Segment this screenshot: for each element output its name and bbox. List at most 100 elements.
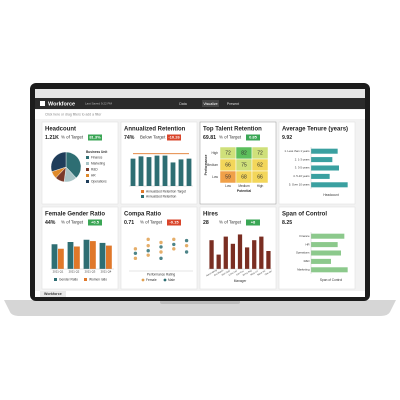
- pie-slice: [50, 151, 67, 172]
- bottom-tab[interactable]: Workforce: [44, 292, 62, 296]
- kpi-badge: [88, 219, 102, 226]
- dot: [184, 238, 189, 243]
- bottom-tab-bg[interactable]: [40, 291, 66, 297]
- x-tick-label: 2021 Q1: [53, 270, 64, 274]
- x-tick-label: 2021 Q3: [85, 270, 96, 274]
- kpi-badge-text: -10.26: [168, 135, 180, 140]
- bar: [106, 245, 112, 269]
- dot: [146, 253, 150, 257]
- dot: [133, 247, 138, 251]
- x-tick-label: 2021 Q4: [101, 270, 112, 274]
- card-bg: [278, 206, 356, 290]
- legend-swatch: [141, 190, 144, 193]
- bar: [223, 236, 228, 269]
- column-label: Low: [225, 184, 232, 188]
- heat-cell: [251, 170, 269, 184]
- bar: [186, 158, 192, 186]
- filter-bar[interactable]: [35, 110, 365, 119]
- card: Annualized Retention 74% Below Target -10.2…: [120, 121, 198, 205]
- cell-label: 68: [241, 174, 247, 180]
- legend-swatch: [86, 174, 89, 177]
- bar: [162, 155, 168, 186]
- dot: [146, 237, 150, 242]
- kpi-label: % of Target: [61, 135, 84, 140]
- legend-label: Annualized Retention: [146, 194, 177, 198]
- cell-label: 62: [257, 162, 263, 168]
- card-title: Headcount: [45, 127, 76, 133]
- legend-swatch: [86, 168, 89, 171]
- cell-label: 72: [225, 150, 231, 156]
- kpi-value: 0.71: [124, 220, 134, 226]
- kpi-badge-text: +0.5: [91, 220, 100, 225]
- bar: [311, 258, 331, 264]
- cell-label: 72: [257, 150, 263, 156]
- dot: [184, 250, 189, 254]
- app-bar: [35, 98, 365, 109]
- bar: [83, 239, 90, 269]
- x-tick-label: Tom Orr: [264, 270, 273, 277]
- dot: [184, 243, 189, 248]
- x-tick-label: Dan Fox: [236, 270, 245, 276]
- dot: [172, 237, 176, 242]
- dot: [159, 245, 163, 249]
- card-title: Top Talent Retention: [203, 127, 262, 133]
- legend-title: Business Unit: [86, 150, 108, 154]
- legend-swatch: [86, 156, 89, 159]
- tab[interactable]: Present: [227, 102, 239, 106]
- bar: [170, 162, 176, 186]
- filter-hint: Click here or drag filters to add a filt…: [45, 112, 102, 116]
- x-tick-label: Aaron Wong: [206, 268, 219, 277]
- tab[interactable]: Data: [179, 102, 187, 106]
- category-label: Marketing: [297, 268, 310, 272]
- bar: [209, 240, 214, 269]
- legend-swatch: [84, 278, 87, 281]
- card-title: Hires: [203, 212, 219, 218]
- kpi-label: % of Target: [140, 220, 163, 225]
- bar: [311, 267, 348, 273]
- legend-label: Gender Ratio: [59, 277, 78, 281]
- app-icon: [40, 101, 45, 106]
- x-tick-label: Alan Dale: [221, 269, 231, 277]
- legend-label: HR: [91, 173, 96, 177]
- kpi-badge: [167, 219, 181, 226]
- kpi-badge-text: 0.85: [249, 135, 258, 140]
- kpi-value: 74%: [124, 135, 135, 141]
- card-bg: [278, 121, 356, 205]
- category-label: Finance: [300, 234, 310, 238]
- bar: [311, 182, 348, 188]
- column-label: High: [257, 184, 264, 188]
- bar: [237, 234, 243, 269]
- card-title: Span of Control: [282, 212, 327, 218]
- kpi-value: 69.81: [203, 135, 216, 141]
- app-name: Workforce: [48, 101, 75, 107]
- cell-label: 59: [225, 174, 231, 180]
- legend-label: Finance: [91, 155, 103, 159]
- legend-swatch: [86, 180, 89, 183]
- x-tick-label: Steve Ko: [257, 269, 267, 276]
- kpi-badge: [167, 134, 181, 141]
- card: Average Tenure (years) 9.92 1. Less than 1…: [278, 121, 356, 205]
- bar: [266, 251, 271, 269]
- legend-swatch: [86, 162, 89, 165]
- browser-bar: [35, 89, 365, 98]
- bottom-bar: [35, 291, 365, 297]
- legend-label: Women ratio: [89, 277, 107, 281]
- x-axis-label: Span of Control: [320, 278, 342, 282]
- tab[interactable]: Visualize: [203, 102, 217, 106]
- cell-label: 75: [241, 162, 247, 168]
- bar: [252, 240, 257, 269]
- legend-label: Annualized Retention Target: [146, 189, 186, 193]
- card: Span of Control 8.25 Finance HR Operations R&…: [278, 206, 356, 290]
- category-label: 1. Less than 1 years: [284, 149, 310, 153]
- bar: [99, 242, 106, 269]
- pie-slice: [65, 151, 82, 179]
- bar: [311, 157, 333, 163]
- card-title: Female Gender Ratio: [45, 212, 105, 218]
- bar: [51, 244, 58, 269]
- bar: [67, 242, 74, 269]
- card-title: Average Tenure (years): [282, 127, 348, 133]
- category-label: Operations: [296, 251, 310, 255]
- x-tick-label: 2021 Q2: [69, 270, 80, 274]
